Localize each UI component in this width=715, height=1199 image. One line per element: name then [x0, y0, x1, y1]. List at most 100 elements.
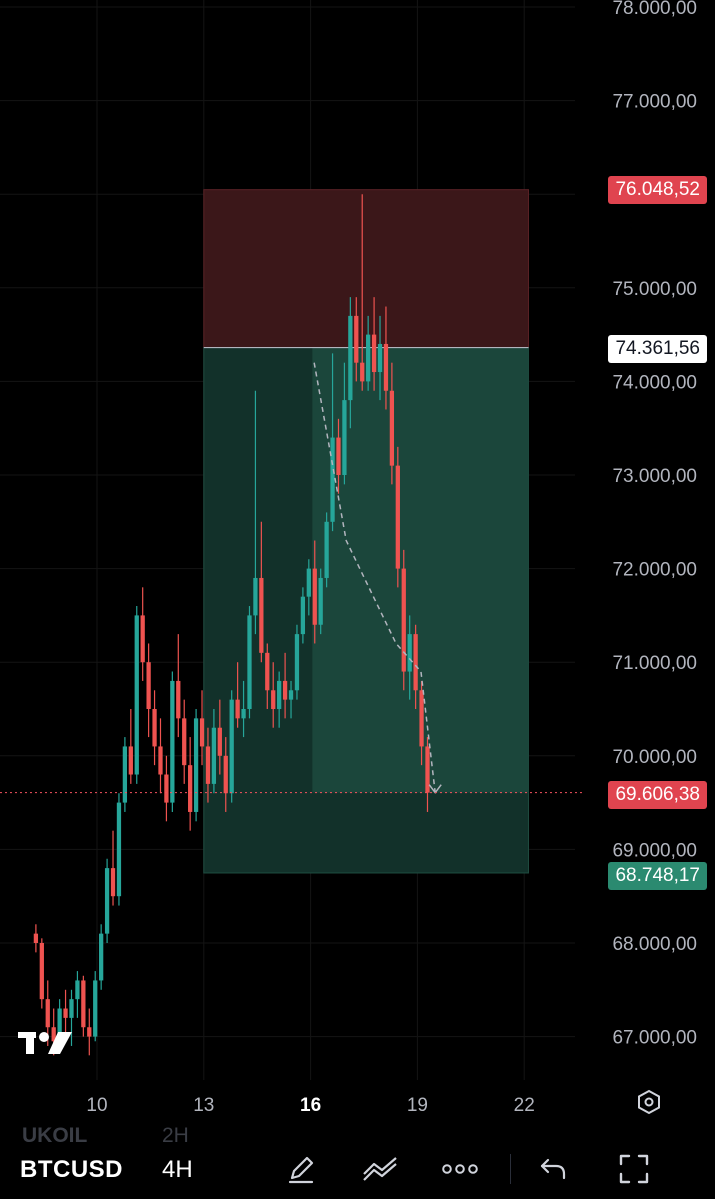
x-axis-tick-label: 10 [86, 1095, 107, 1116]
candle-body [193, 718, 199, 812]
candle-body [116, 802, 122, 897]
y-axis-tick-label: 72.000,00 [612, 560, 697, 581]
candle-body [176, 680, 181, 719]
y-axis-tick-label: 67.000,00 [612, 1028, 697, 1049]
candle-body [419, 690, 424, 747]
candle-body [93, 980, 98, 1037]
candle-body [223, 755, 228, 794]
candle-body [128, 746, 133, 775]
x-axis-tick-label: 13 [193, 1095, 214, 1116]
candle-body [330, 437, 335, 522]
candle-body [413, 634, 418, 691]
candle-body [81, 980, 86, 1028]
candle-body [300, 596, 306, 635]
candle-body [259, 577, 264, 653]
candle-body [277, 680, 282, 709]
pencil-icon[interactable] [281, 1150, 321, 1188]
y-axis-tick-label: 75.000,00 [612, 279, 697, 300]
candle-body [164, 774, 169, 803]
candle-body [336, 437, 341, 475]
candle-body [69, 999, 74, 1018]
candle-body [360, 362, 365, 382]
candle-body [33, 933, 39, 943]
candle-body [229, 699, 234, 794]
candle-body [134, 615, 139, 775]
y-axis-tick-label: 71.000,00 [612, 653, 697, 674]
candle-body [253, 577, 258, 616]
interval-selector[interactable]: 4H [162, 1156, 193, 1183]
y-axis-tick-label: 70.000,00 [612, 747, 697, 768]
candle-body [63, 1008, 68, 1018]
candle-body [354, 315, 359, 363]
candle-body [99, 933, 104, 981]
candle-body [425, 746, 430, 793]
toolbar-divider [510, 1154, 511, 1184]
chart-area[interactable]: 78.000,0077.000,0076.000,0075.000,0074.0… [0, 0, 715, 1130]
candle-body [182, 718, 187, 766]
x-axis-tick-label: 19 [407, 1095, 428, 1116]
stop-loss-price-label: 76.048,52 [608, 176, 707, 204]
last-price-label: 69.606,38 [608, 781, 707, 809]
x-axis-tick-label: 22 [514, 1095, 535, 1116]
candle-body [395, 465, 400, 569]
candle-body [389, 390, 395, 466]
y-axis-tick-label: 73.000,00 [612, 466, 697, 487]
candle-body [87, 1027, 92, 1037]
candle-body [247, 615, 252, 709]
undo-icon[interactable] [533, 1150, 573, 1188]
take-profit-price-label: 68.748,17 [608, 862, 707, 890]
candle-body [377, 343, 383, 373]
candle-body [146, 662, 151, 709]
y-axis-tick-label: 78.000,00 [612, 0, 697, 19]
candle-body [265, 652, 270, 691]
candle-body [199, 718, 205, 747]
x-axis-tick-label: 16 [300, 1095, 321, 1116]
candle-body [104, 868, 110, 934]
previous-interval-ghost: 2H [162, 1124, 189, 1147]
candle-body [75, 980, 80, 1000]
candle-body [383, 343, 389, 391]
candle-body [39, 943, 44, 1000]
candle-body [401, 568, 406, 672]
candle-body [110, 868, 116, 897]
candle-body [140, 615, 145, 663]
candle-body [57, 1008, 62, 1042]
candle-body [217, 727, 222, 756]
candle-body [318, 577, 323, 625]
candle-body [366, 334, 371, 382]
candle-body [288, 690, 294, 700]
candle-body [205, 746, 211, 784]
trend-lines-icon[interactable] [360, 1150, 400, 1188]
candle-body [324, 521, 329, 578]
symbol-selector[interactable]: BTCUSD [20, 1156, 123, 1183]
fullscreen-icon[interactable] [614, 1150, 654, 1188]
candle-body [51, 1027, 56, 1042]
previous-symbol-ghost: UKOIL [22, 1124, 88, 1147]
candle-body [271, 690, 276, 709]
entry-price-label: 74.361,56 [608, 335, 707, 363]
hexagon-settings-icon[interactable] [635, 1088, 663, 1116]
candle-body [282, 680, 288, 700]
candle-body [407, 634, 412, 672]
candle-body [211, 727, 217, 784]
candle-body [241, 709, 246, 719]
projection-path [313, 362, 436, 793]
candle-body [158, 746, 163, 775]
candle-body [348, 315, 353, 401]
candle-body [342, 400, 347, 475]
y-axis-tick-label: 68.000,00 [612, 934, 697, 955]
candle-body [235, 699, 240, 719]
y-axis-tick-label: 74.000,00 [612, 372, 697, 393]
more-horizontal-icon[interactable] [440, 1150, 480, 1188]
candle-body [45, 999, 50, 1028]
y-axis-tick-label: 77.000,00 [612, 92, 697, 113]
candlestick-chart[interactable]: 78.000,0077.000,0076.000,0075.000,0074.0… [0, 0, 715, 1125]
candle-body [294, 634, 300, 691]
risk-zone [203, 189, 529, 349]
candle-body [371, 334, 377, 373]
candle-body [122, 746, 128, 803]
candle-body [170, 680, 175, 803]
y-axis-tick-label: 69.000,00 [612, 840, 697, 861]
bottom-toolbar [0, 1125, 715, 1199]
candle-body [312, 568, 317, 625]
